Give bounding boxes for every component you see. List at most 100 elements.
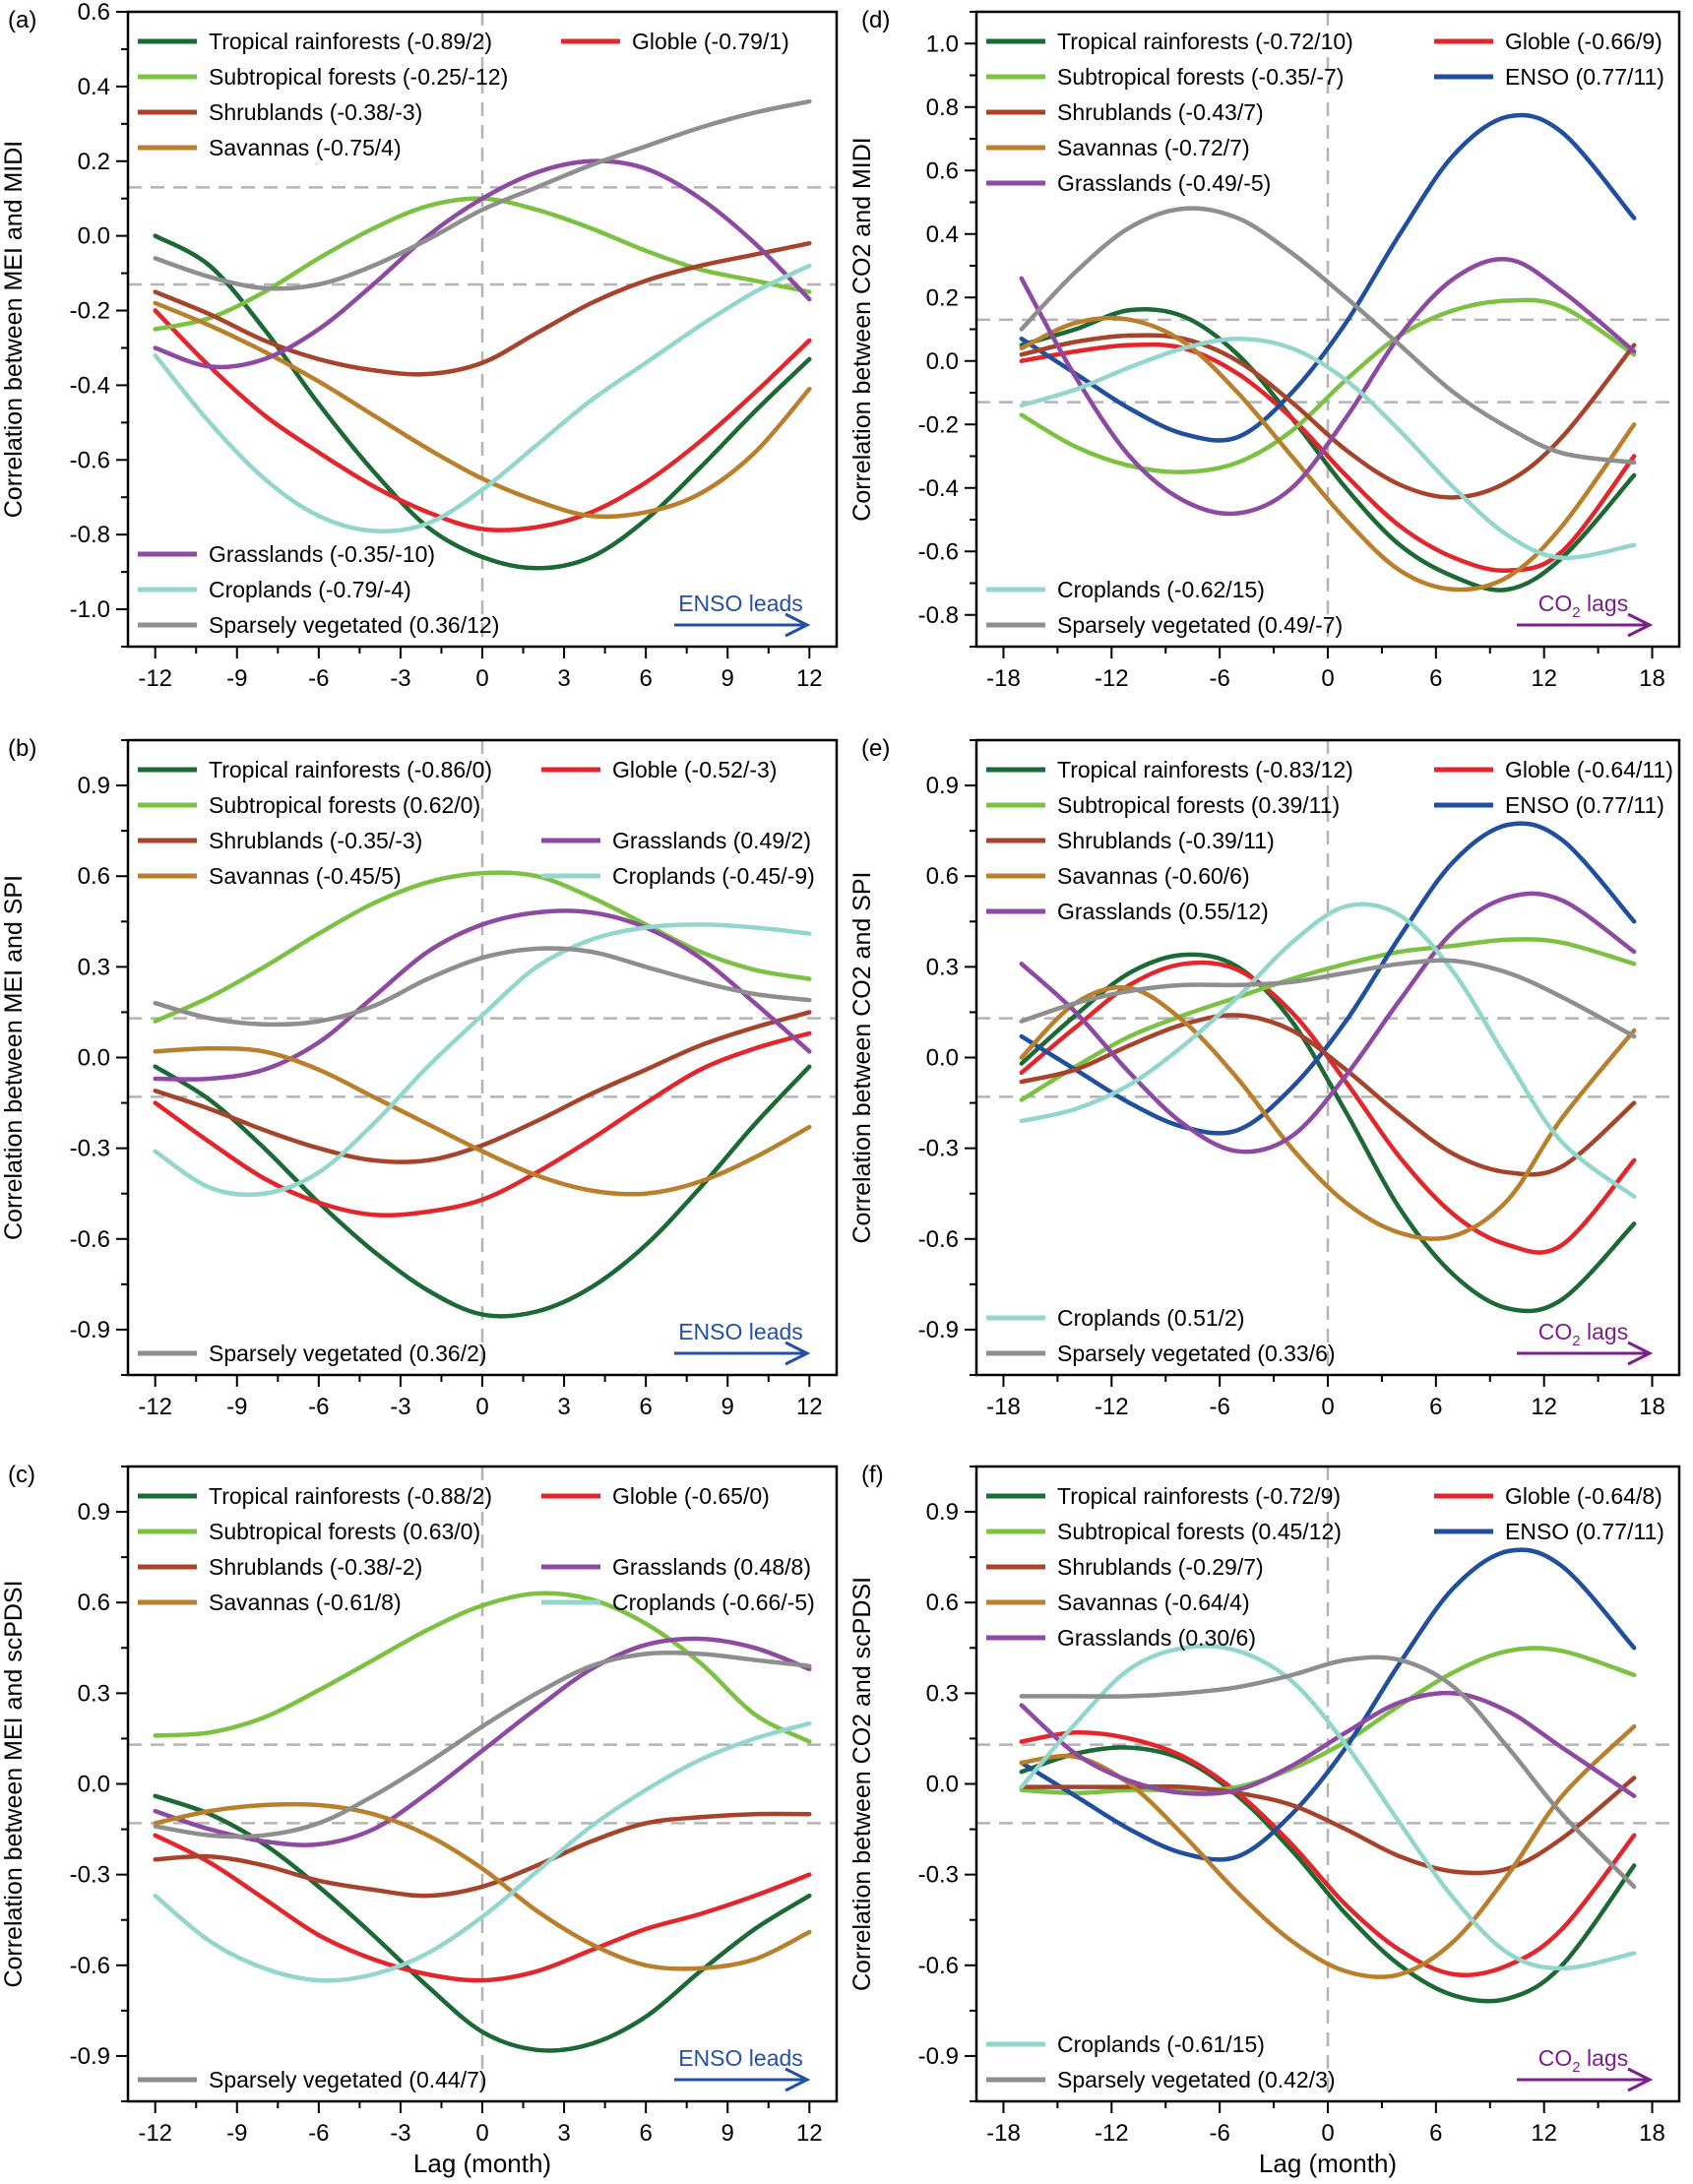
legend-label-savanna: Savannas (-0.75/4) [209,135,402,160]
series-line-sparse [153,946,812,1028]
legend-label-grass: Grasslands (0.48/8) [612,1554,811,1580]
legend-label-grass: Grasslands (0.55/12) [1057,899,1269,924]
direction-arrow-label: ENSO leads [678,1319,803,1344]
series-group [153,870,812,1319]
legend-label-crop: Croplands (-0.45/-9) [612,863,815,889]
y-tick-label: -0.6 [918,1953,959,1979]
y-tick-label: 0.9 [78,773,110,799]
x-tick-label: 12 [1531,2120,1557,2147]
legend-label-savanna: Savannas (-0.64/4) [1057,1590,1250,1615]
series-line-subtropical [1019,1646,1637,1795]
y-tick-label: 0.6 [78,1590,110,1616]
arrow-text: ENSO leads [678,1319,803,1344]
legend-label-crop: Croplands (-0.62/15) [1057,577,1265,602]
x-tick-label: 9 [721,2120,734,2147]
series-line-savanna [153,300,812,520]
y-tick-label: -0.3 [70,1136,110,1162]
direction-arrow-head [784,612,811,638]
x-tick-label: 18 [1639,1394,1665,1420]
legend-label-sparse: Sparsely vegetated (0.44/7) [209,2067,487,2092]
y-tick-label: -0.8 [70,522,110,548]
series-line-crop [1019,336,1637,560]
arrow-text: CO [1538,1319,1573,1344]
legend-label-globe: Globle (-0.52/-3) [612,757,777,782]
series-line-sparse [153,98,812,291]
x-tick-label: 0 [1321,1394,1334,1420]
panel-label: (e) [861,735,890,762]
legend-label-subtropical: Subtropical forests (-0.25/-12) [209,64,508,90]
y-tick-label: -0.6 [70,447,110,473]
legend-label-globe: Globle (-0.79/1) [632,29,789,54]
legend-label-tropical: Tropical rainforests (-0.72/10) [1057,29,1353,54]
legend-label-savanna: Savannas (-0.60/6) [1057,863,1250,889]
panel-label: (c) [8,1462,35,1488]
arrow-subscript: 2 [1572,1333,1580,1349]
y-tick-label: 0.9 [926,773,959,799]
x-tick-label: -6 [1209,2120,1229,2147]
x-axis-label: Lag (month) [1259,2149,1397,2178]
x-axis-label: Lag (month) [413,2149,551,2178]
y-tick-label: 0.6 [78,0,110,26]
legend-label-sparse: Sparsely vegetated (0.36/12) [209,612,499,638]
y-tick-label: 0.0 [78,1772,110,1798]
x-tick-label: -18 [986,2120,1021,2147]
arrow-text: CO [1538,2045,1573,2071]
legend-label-subtropical: Subtropical forests (0.39/11) [1057,792,1340,818]
y-tick-label: -0.3 [918,1862,959,1889]
panel-label: (d) [861,7,890,33]
x-tick-label: -6 [1209,665,1229,692]
x-tick-label: 6 [639,665,652,692]
x-tick-label: -12 [1095,2120,1129,2147]
legend-label-shrub: Shrublands (-0.39/11) [1057,828,1275,853]
y-tick-label: 0.3 [78,1680,110,1707]
arrow-subscript: 2 [1572,604,1580,621]
y-tick-label: 0.0 [926,1772,959,1798]
legend-label-tropical: Tropical rainforests (-0.86/0) [209,757,492,782]
y-tick-label: 0.0 [926,348,959,375]
series-line-crop [1019,902,1637,1200]
y-tick-label: 0.2 [926,284,959,311]
legend-label-savanna: Savannas (-0.45/5) [209,863,402,889]
y-tick-label: 0.0 [926,1045,959,1072]
x-tick-label: -12 [138,1394,172,1420]
series-line-globe [153,1030,812,1218]
legend-label-enso: ENSO (0.77/11) [1505,64,1664,90]
x-tick-label: 9 [721,665,734,692]
x-tick-label: 6 [639,1394,652,1420]
legend-label-crop: Croplands (-0.66/-5) [612,1590,815,1615]
series-line-shrub [153,1010,812,1164]
legend-label-tropical: Tropical rainforests (-0.88/2) [209,1483,492,1509]
y-tick-label: 0.3 [926,1680,959,1707]
series-line-tropical [153,1064,812,1319]
series-line-savanna [153,1801,812,1971]
y-tick-label: 0.2 [78,149,110,175]
series-line-subtropical [153,870,812,1024]
series-line-grass [1019,257,1637,517]
legend-label-savanna: Savannas (-0.72/7) [1057,135,1250,160]
x-tick-label: 0 [475,2120,488,2147]
series-line-savanna [1019,984,1637,1241]
legend-label-subtropical: Subtropical forests (0.63/0) [209,1519,480,1544]
legend-label-sparse: Sparsely vegetated (0.49/-7) [1057,612,1343,638]
series-line-grass [1019,1690,1637,1799]
arrow-text-suffix: lags [1581,2045,1629,2071]
arrow-text-suffix: lags [1581,1319,1629,1344]
series-group [1019,112,1637,593]
y-tick-label: 0.9 [926,1499,959,1526]
direction-arrow-label: CO2 lags [1538,2045,1628,2076]
x-tick-label: 9 [721,1394,734,1420]
legend-label-crop: Croplands (0.51/2) [1057,1305,1245,1331]
x-tick-label: 3 [557,665,570,692]
y-tick-label: -0.3 [918,1136,959,1162]
legend-label-grass: Grasslands (-0.49/-5) [1057,170,1271,196]
legend-label-globe: Globle (-0.64/11) [1505,757,1673,782]
x-tick-label: -18 [986,665,1021,692]
y-tick-label: -0.9 [918,1317,959,1343]
y-tick-label: -0.3 [70,1862,110,1889]
series-line-grass [153,1636,812,1847]
x-tick-label: 3 [557,1394,570,1420]
arrow-text-suffix: lags [1581,591,1629,616]
x-tick-label: 18 [1639,2120,1665,2147]
direction-arrow-head [1627,612,1654,638]
